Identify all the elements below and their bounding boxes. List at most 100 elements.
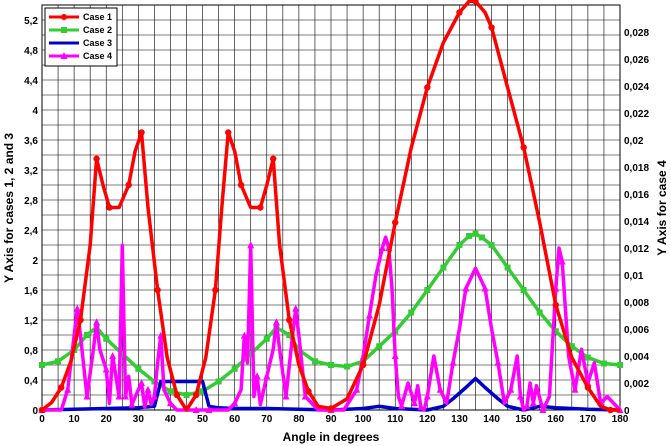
y2-axis-ticks: 0 0,002 0,004 0,006 0,008 0,01 0,012 0,014 0,016… (624, 28, 649, 417)
legend-label: Case 1 (83, 12, 112, 22)
data-point (144, 385, 152, 393)
y2-tick-label: 0,016 (624, 190, 649, 201)
data-point (83, 332, 90, 338)
y2-tick-label: 0,01 (624, 271, 644, 282)
data-point (154, 286, 161, 294)
data-point (166, 399, 174, 407)
y2-tick-label: 0,018 (624, 163, 649, 174)
data-point (263, 335, 270, 342)
data-point (270, 155, 277, 162)
y-axis-ticks: 0 0,4 0,8 1,2 1,6 2 2,4 2,8 3,2 3,6 4 4,4 4,8 5,2 (24, 16, 38, 417)
x-axis-ticks: 0 10 20 30 40 50 60 70 80 90 100 110 120 130 140 150 160… (39, 414, 629, 425)
data-point (520, 287, 527, 293)
data-point (138, 379, 146, 386)
x-tick-label: 40 (165, 414, 177, 425)
legend-label: Case 3 (83, 38, 112, 48)
data-point (282, 392, 290, 400)
data-point (38, 406, 46, 414)
data-point (353, 385, 361, 393)
data-point (199, 388, 206, 395)
y-tick-label: 1,2 (24, 316, 38, 327)
y-tick-label: 4,8 (24, 46, 38, 57)
x-tick-label: 140 (483, 414, 500, 425)
data-point (488, 242, 495, 248)
y-tick-label: 2 (32, 256, 38, 267)
data-point (138, 129, 145, 136)
y-tick-label: 4,4 (24, 76, 38, 87)
data-point (376, 343, 383, 350)
data-point (93, 155, 100, 162)
data-point (102, 365, 110, 373)
y2-tick-label: 0 (624, 406, 630, 417)
data-point (128, 400, 136, 408)
data-point (417, 403, 425, 411)
data-point (344, 363, 351, 370)
series-case-3 (41, 376, 621, 412)
series-case-2 (39, 230, 623, 398)
data-point (192, 391, 200, 399)
data-point (119, 350, 126, 357)
data-point (272, 318, 280, 326)
data-point (173, 391, 181, 399)
data-point (212, 286, 219, 294)
data-point (523, 401, 531, 409)
x-tick-label: 30 (133, 414, 145, 425)
data-point (552, 328, 559, 335)
y2-tick-label: 0,004 (624, 352, 649, 363)
data-point (150, 392, 158, 400)
y2-tick-label: 0,006 (624, 325, 649, 336)
data-point (93, 318, 101, 326)
data-point (257, 204, 264, 211)
data-point (240, 331, 248, 339)
data-point (39, 362, 45, 368)
data-point (529, 399, 537, 407)
data-point (58, 384, 65, 391)
y2-tick-label: 0,028 (624, 28, 649, 39)
data-point (378, 244, 386, 251)
data-point (600, 360, 607, 367)
legend-marker (61, 14, 67, 20)
data-point (215, 378, 222, 385)
data-point (617, 362, 623, 368)
data-point (481, 284, 489, 292)
data-point (410, 399, 418, 407)
data-point (472, 0, 479, 5)
data-point (292, 304, 300, 312)
data-point (391, 352, 399, 359)
data-point (301, 392, 309, 400)
legend-marker (61, 27, 67, 33)
data-point (398, 401, 406, 409)
x-tick-label: 120 (419, 414, 436, 425)
y-tick-label: 0,4 (24, 376, 38, 387)
y-axis-label: Y Axis for cases 1, 2 and 3 (2, 133, 16, 283)
data-point (520, 144, 527, 151)
data-point (449, 358, 457, 366)
x-axis-label: Angle in degrees (283, 430, 380, 444)
data-point (488, 24, 495, 31)
data-point (73, 304, 81, 312)
data-point (424, 287, 431, 293)
y2-tick-label: 0,024 (624, 82, 649, 93)
data-point (253, 372, 261, 380)
grid (41, 4, 621, 411)
data-point (231, 365, 238, 372)
x-tick-label: 60 (229, 414, 241, 425)
x-tick-label: 20 (101, 414, 113, 425)
y-tick-label: 2,8 (24, 196, 38, 207)
legend-label: Case 2 (83, 25, 112, 35)
data-point (115, 392, 123, 400)
data-point (225, 129, 232, 136)
data-point (103, 335, 110, 342)
data-point (539, 406, 547, 413)
data-point (504, 264, 511, 271)
data-point (558, 257, 566, 265)
series-layer (38, 0, 624, 414)
y-tick-label: 0 (32, 406, 38, 417)
data-point (305, 388, 312, 395)
legend-label: Case 4 (83, 51, 112, 61)
x-tick-label: 10 (69, 414, 81, 425)
series-case-1 (38, 0, 620, 414)
data-point (247, 241, 255, 249)
y2-tick-label: 0,02 (624, 136, 644, 147)
data-point (77, 316, 84, 324)
